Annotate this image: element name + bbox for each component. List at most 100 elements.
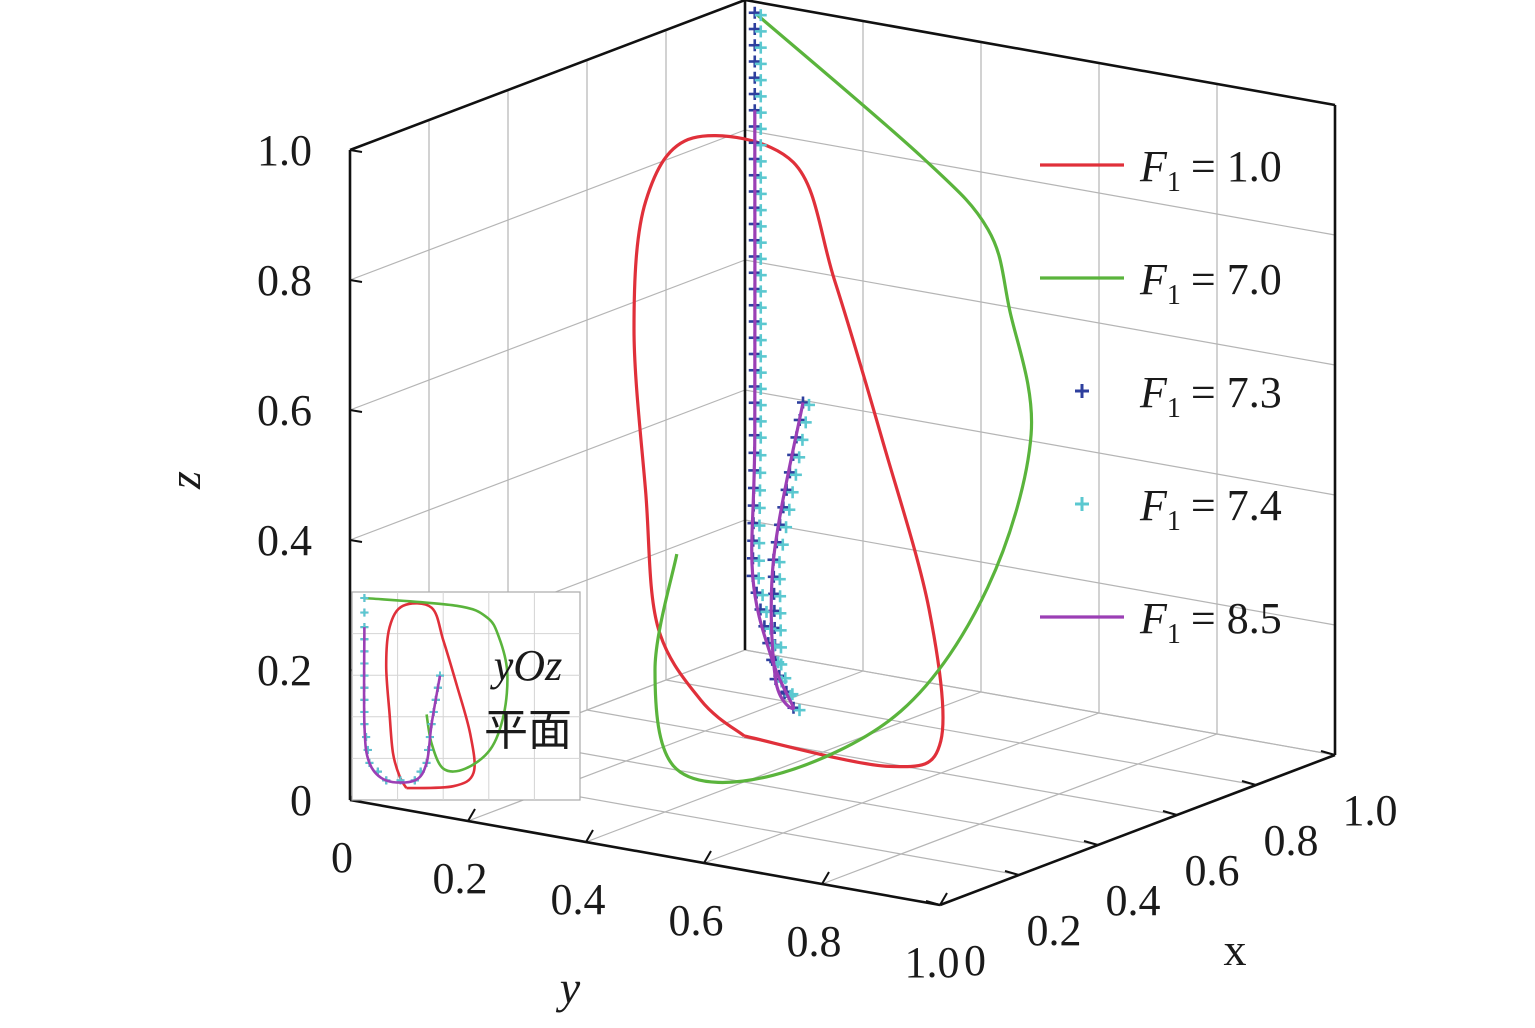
series-marker: [753, 484, 766, 497]
y-axis-label: y: [556, 962, 581, 1013]
legend-entry: F1 = 1.0: [1040, 142, 1282, 198]
axes-box: [348, 0, 1337, 907]
grid-line-floor-x: [507, 739, 1099, 846]
series-line: [653, 11, 1034, 785]
y-axis-line: [349, 798, 941, 907]
series-marker: [753, 501, 766, 514]
series-marker: [754, 382, 767, 395]
grid-line-back-horizontal: [744, 389, 1336, 496]
inset-label-text: 平面: [484, 706, 572, 755]
series-marker: [756, 589, 769, 602]
z-tick-label: 1.0: [257, 126, 312, 175]
series-marker: [754, 139, 767, 152]
series-marker: [796, 433, 809, 446]
x-tick-label: 0: [964, 936, 986, 985]
series-marker: [754, 155, 767, 168]
legend: F1 = 1.0 F1 = 7.0 F1 = 7.3 F1 = 7.4 F1 = 8.5: [1040, 142, 1282, 650]
x-axis-label: x: [1224, 924, 1247, 975]
legend-entry: F1 = 8.5: [1040, 594, 1282, 650]
series-marker: [754, 285, 767, 298]
z-tick-label: 0.4: [257, 516, 312, 565]
series-2: [653, 11, 1034, 785]
series-marker: [774, 607, 787, 620]
series-line: [750, 110, 805, 711]
z-tick-mark: [349, 539, 363, 543]
y-tick-mark: [467, 808, 476, 822]
x-tick-mark: [1241, 780, 1257, 786]
grid-line-side-horizontal: [349, 389, 746, 541]
series-marker: [754, 350, 767, 363]
inset-series-line: [362, 627, 442, 784]
series-marker: [786, 486, 799, 499]
inset-series-marker: [360, 608, 369, 617]
series-marker: [754, 301, 767, 314]
series-4: [752, 9, 815, 717]
y-tick-mark: [703, 850, 712, 864]
inset-series-line: [384, 602, 476, 790]
y-tick-label: 0.8: [787, 917, 842, 966]
series-marker: [748, 55, 761, 68]
series-marker: [752, 554, 765, 567]
tick-labels: 00.20.40.60.81.00 0.2 0.4 0.6 0.8 1.0 00.20.40…: [257, 126, 1398, 987]
x-tick-mark: [925, 900, 941, 906]
y-tick-label: 0.4: [551, 875, 606, 924]
series-marker: [754, 317, 767, 330]
series-marker: [754, 252, 767, 265]
series-marker: [754, 431, 767, 444]
series-marker: [754, 74, 767, 87]
legend-entry: F1 = 7.3: [1075, 368, 1282, 424]
legend-swatch: [1075, 497, 1089, 511]
series-marker: [754, 25, 767, 38]
series-marker: [754, 9, 767, 22]
series-marker: [789, 468, 802, 481]
series-marker: [753, 537, 766, 550]
z-tick-label: 0.8: [257, 256, 312, 305]
series-marker: [803, 398, 815, 411]
x-tick-label: 0.2: [1027, 906, 1082, 955]
x-tick-mark: [1320, 750, 1336, 756]
series-marker: [774, 624, 787, 637]
grid-line-floor-y: [585, 691, 982, 843]
series-marker: [754, 90, 767, 103]
series-group: [632, 6, 1034, 785]
yoz-inset: yOz 平面: [351, 591, 581, 801]
series-5: [750, 110, 805, 711]
legend-label: F1 = 7.4: [1139, 481, 1282, 537]
inset-series-2: [364, 596, 509, 773]
legend-label: F1 = 8.5: [1139, 594, 1282, 650]
series-marker: [753, 519, 766, 532]
series-marker: [754, 466, 767, 479]
inset-series-line: [364, 596, 509, 773]
series-marker: [748, 6, 761, 19]
inset-series-5: [362, 627, 442, 784]
series-marker: [754, 41, 767, 54]
series-marker: [754, 122, 767, 135]
legend-label: F1 = 7.0: [1139, 255, 1282, 311]
x-tick-label: 0.8: [1264, 816, 1319, 865]
series-marker: [754, 236, 767, 249]
legend-label: F1 = 1.0: [1139, 142, 1282, 198]
inset-series-marker: [360, 594, 369, 602]
series-marker: [754, 204, 767, 217]
series-marker: [754, 57, 767, 70]
y-tick-mark: [939, 892, 948, 906]
y-tick-mark: [585, 829, 594, 843]
series-marker: [754, 366, 767, 379]
series-marker: [754, 334, 767, 347]
box-edge-top-left: [349, 0, 746, 152]
z-tick-mark: [349, 409, 363, 413]
series-marker: [754, 449, 767, 462]
series-marker: [783, 503, 796, 516]
series-marker: [776, 538, 789, 551]
x-tick-mark: [1162, 810, 1178, 816]
series-marker: [768, 639, 781, 652]
legend-entry: F1 = 7.4: [1075, 481, 1282, 537]
grid-line-floor-x: [586, 709, 1178, 816]
x-tick-label: 1.0: [1343, 786, 1398, 835]
series-1: [632, 134, 945, 769]
grid-line-floor-y: [821, 733, 1218, 885]
series-marker: [748, 88, 761, 100]
series-marker: [793, 704, 806, 717]
